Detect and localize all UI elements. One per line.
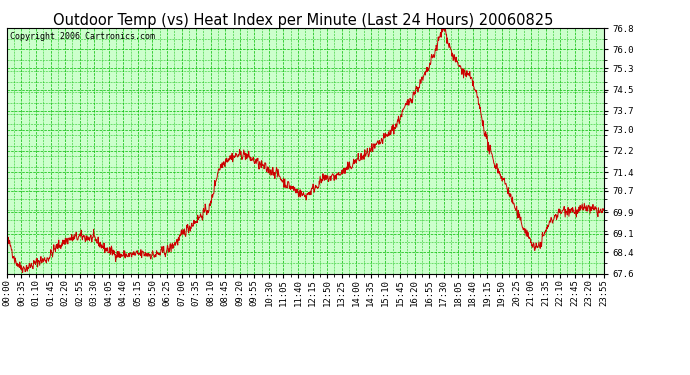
Text: Copyright 2006 Cartronics.com: Copyright 2006 Cartronics.com bbox=[10, 32, 155, 41]
Text: Outdoor Temp (vs) Heat Index per Minute (Last 24 Hours) 20060825: Outdoor Temp (vs) Heat Index per Minute … bbox=[53, 13, 554, 28]
